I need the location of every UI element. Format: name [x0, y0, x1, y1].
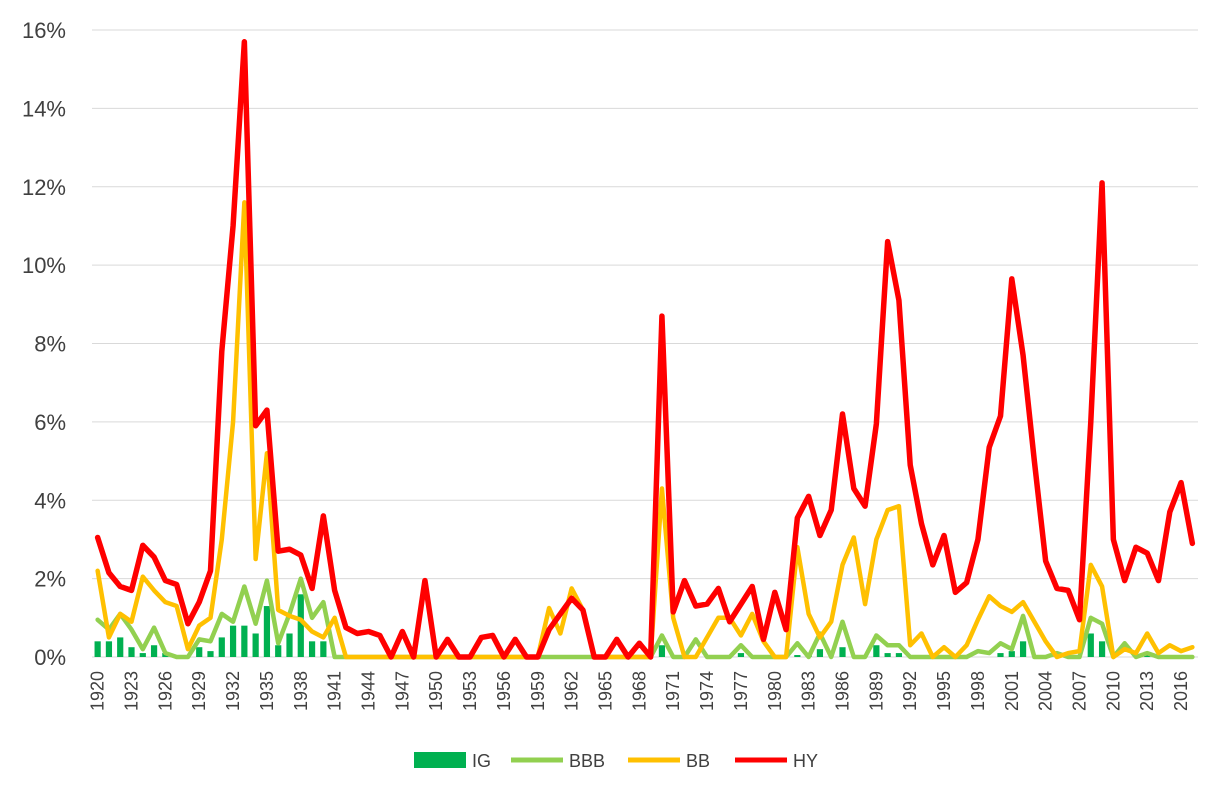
y-tick-label: 16%: [22, 18, 66, 43]
bar-ig-1930: [207, 651, 214, 657]
x-tick-label: 1950: [426, 671, 446, 711]
y-tick-label: 4%: [34, 488, 66, 513]
gridlines: [92, 29, 1198, 658]
bar-ig-1932: [229, 625, 237, 657]
x-tick-label: 1944: [359, 671, 379, 711]
bar-ig-1939: [308, 641, 316, 657]
bar-ig-1934: [252, 633, 259, 657]
bar-ig-1925: [150, 645, 158, 657]
bar-ig-1921: [105, 641, 113, 657]
legend: IG BBB BB HY: [414, 751, 818, 771]
bar-ig-1929: [196, 647, 203, 657]
x-tick-label: 1935: [257, 671, 277, 711]
x-tick-label: 1941: [325, 671, 345, 711]
x-tick-label: 2013: [1137, 671, 1157, 711]
x-tick-label: 1953: [460, 671, 480, 711]
x-tick-label: 1926: [155, 671, 175, 711]
x-tick-label: 1962: [562, 671, 582, 711]
x-tick-label: 1992: [900, 671, 920, 711]
bar-ig-1937: [286, 633, 293, 657]
x-tick-label: 2016: [1171, 671, 1191, 711]
x-tick-label: 2007: [1070, 671, 1090, 711]
bar-ig-2002: [1019, 641, 1027, 657]
line-series-layer: [94, 39, 1196, 660]
x-tick-label: 1956: [494, 671, 514, 711]
bar-ig-1938: [297, 594, 304, 657]
legend-label: BBB: [569, 751, 605, 771]
x-tick-label: 1980: [765, 671, 785, 711]
x-tick-label: 1968: [629, 671, 649, 711]
x-tick-label: 1932: [223, 671, 243, 711]
y-tick-label: 2%: [34, 567, 66, 592]
bar-ig-1922: [117, 637, 124, 657]
bar-ig-1924: [139, 653, 146, 657]
bar-ig-1936: [275, 645, 282, 657]
x-tick-label: 2010: [1103, 671, 1123, 711]
x-tick-label: 1959: [528, 671, 548, 711]
legend-label: HY: [793, 751, 818, 771]
x-tick-label: 1974: [697, 671, 717, 711]
y-tick-label: 14%: [22, 96, 66, 121]
x-tick-label: 1983: [799, 671, 819, 711]
series-line-hy: [94, 39, 1196, 660]
x-tick-label: 2001: [1002, 671, 1022, 711]
x-tick-label: 1920: [88, 671, 108, 711]
bar-ig-2000: [997, 653, 1004, 657]
bar-ig-1984: [816, 649, 824, 657]
bar-ig-1935: [263, 606, 271, 657]
y-tick-label: 0%: [34, 645, 66, 670]
legend-item-hy: HY: [735, 751, 818, 771]
bar-ig-1933: [241, 625, 248, 657]
x-tick-label: 2004: [1036, 671, 1056, 711]
y-tick-label: 12%: [22, 175, 66, 200]
x-tick-label: 1971: [663, 671, 683, 711]
bar-ig-1982: [794, 655, 801, 657]
x-tick-label: 1977: [731, 671, 751, 711]
x-tick-label: 1989: [866, 671, 886, 711]
x-tick-label: 1929: [189, 671, 209, 711]
bar-ig-1977: [737, 653, 745, 657]
bar-ig-1920: [94, 641, 101, 657]
y-tick-label: 8%: [34, 332, 66, 357]
bar-ig-1970: [658, 645, 666, 657]
bar-ig-1931: [218, 637, 225, 657]
bar-ig-2001: [1008, 651, 1015, 657]
bar-ig-1991: [895, 653, 903, 657]
bar-ig-1923: [128, 647, 135, 657]
x-tick-label: 1923: [122, 671, 142, 711]
bar-ig-1986: [839, 647, 846, 657]
x-axis-tick-labels: 1920 1923 1926 1929 1932 1935 1938 1941 1944 1947…: [88, 671, 1191, 711]
bar-ig-2008: [1087, 633, 1094, 657]
x-tick-label: 1938: [291, 671, 311, 711]
legend-label: BB: [686, 751, 710, 771]
bar-ig-1989: [873, 645, 880, 657]
bar-ig-2009: [1098, 641, 1106, 657]
legend-label: IG: [472, 751, 491, 771]
x-tick-label: 1986: [833, 671, 853, 711]
y-axis-tick-labels: 0% 2% 4% 6% 8% 10% 12% 14% 16%: [22, 18, 66, 670]
x-tick-label: 1998: [968, 671, 988, 711]
bar-ig-1940: [320, 641, 327, 657]
legend-item-ig: IG: [414, 751, 491, 771]
legend-swatch: [414, 752, 466, 768]
x-tick-label: 1995: [934, 671, 954, 711]
legend-item-bb: BB: [628, 751, 710, 771]
series-line-bb: [95, 200, 1195, 660]
series-line-bbb: [95, 576, 1195, 660]
legend-item-bbb: BBB: [511, 751, 605, 771]
y-tick-label: 6%: [34, 410, 66, 435]
x-tick-label: 1965: [596, 671, 616, 711]
y-tick-label: 10%: [22, 253, 66, 278]
bar-ig-1990: [884, 653, 891, 657]
x-tick-label: 1947: [392, 671, 412, 711]
